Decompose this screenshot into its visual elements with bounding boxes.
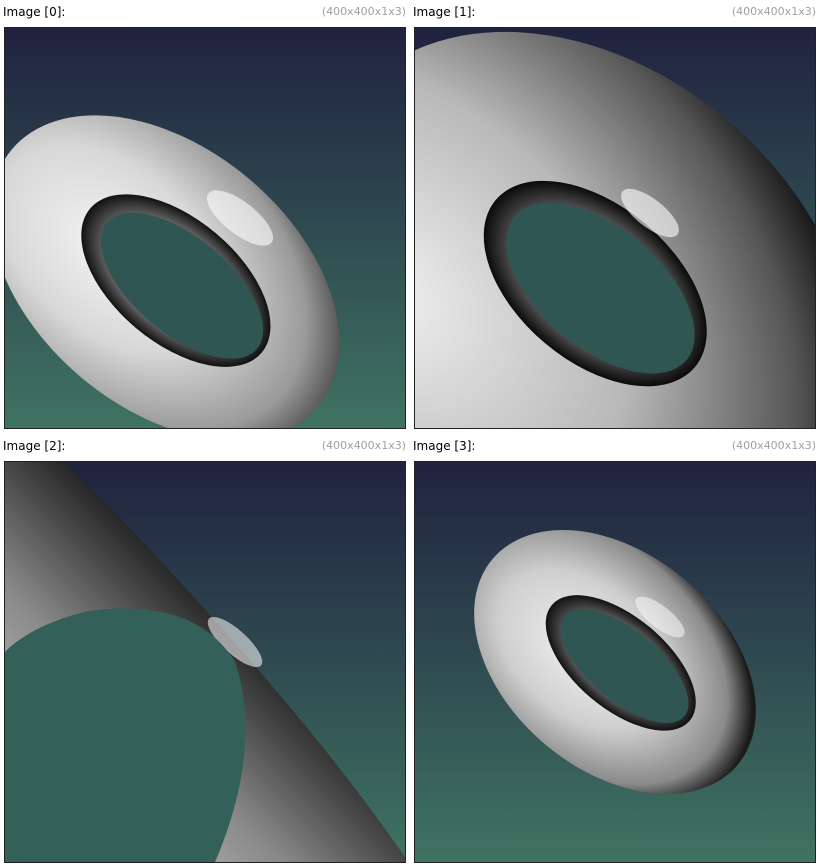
image-title-1: Image [1]: [413,5,476,19]
image-view-2[interactable] [4,461,406,863]
torus-render-3 [415,462,815,862]
torus-render-0 [5,28,405,428]
image-header-0: Image [0]: (400x400x1x3) [2,2,406,22]
image-dims-3: (400x400x1x3) [731,439,816,452]
image-title-2: Image [2]: [3,439,66,453]
image-panel-1: Image [1]: (400x400x1x3) [410,0,820,434]
image-view-1[interactable] [414,27,816,429]
image-panel-0: Image [0]: (400x400x1x3) [0,0,410,434]
image-dims-0: (400x400x1x3) [321,5,406,18]
image-header-2: Image [2]: (400x400x1x3) [2,436,406,456]
image-dims-1: (400x400x1x3) [731,5,816,18]
image-dims-2: (400x400x1x3) [321,439,406,452]
image-header-1: Image [1]: (400x400x1x3) [412,2,816,22]
image-panel-3: Image [3]: (400x400x1x3) [410,434,820,868]
image-title-0: Image [0]: [3,5,66,19]
image-header-3: Image [3]: (400x400x1x3) [412,436,816,456]
torus-render-1 [415,28,815,428]
image-view-0[interactable] [4,27,406,429]
image-title-3: Image [3]: [413,439,476,453]
torus-render-2 [5,462,405,862]
image-panel-2: Image [2]: (400x400x1x3) [0,434,410,868]
image-view-3[interactable] [414,461,816,863]
